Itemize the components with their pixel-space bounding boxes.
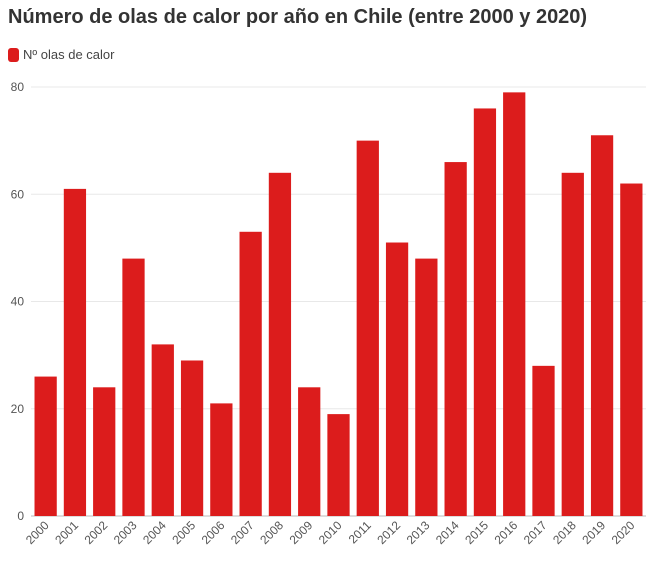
x-tick-label: 2010 [316,518,345,547]
x-tick-label: 2003 [111,518,140,547]
x-tick-label: 2013 [404,518,433,547]
legend-label: Nº olas de calor [23,47,115,62]
x-axis: 2000 2001 2002 2003 2004 2005 2006 2007 2008 2009… [23,518,638,547]
bar-2018 [561,172,584,517]
y-axis: 0 20 40 60 80 [11,80,25,523]
bar-2003 [122,258,145,516]
bar-2002 [93,387,116,516]
x-tick-label: 2012 [374,518,403,547]
bar-2007 [239,231,262,516]
bar-2017 [532,365,555,516]
bars [34,92,643,517]
bar-2016 [503,92,526,517]
y-tick-label: 0 [17,509,24,523]
bar-2009 [298,387,321,516]
x-tick-label: 2019 [579,518,608,547]
x-tick-label: 2011 [346,518,374,546]
bar-2015 [473,108,497,516]
bar-2001 [63,188,87,516]
x-tick-label: 2000 [23,518,52,547]
x-tick-label: 2016 [492,518,521,547]
x-tick-label: 2017 [521,518,550,547]
bar-2005 [180,360,204,516]
x-tick-label: 2014 [433,518,462,547]
legend-swatch [8,47,19,62]
bar-2006 [210,403,233,516]
bar-2011 [356,140,379,516]
x-tick-label: 2009 [287,518,316,547]
x-tick-label: 2005 [169,518,198,547]
bar-2019 [590,135,614,516]
y-tick-label: 20 [11,402,25,416]
y-tick-label: 40 [11,295,25,309]
bar-2010 [327,414,350,516]
x-tick-label: 2001 [52,518,81,547]
x-tick-label: 2004 [140,518,169,547]
y-tick-label: 60 [11,187,25,201]
x-tick-label: 2002 [82,518,111,547]
bar-2013 [415,258,438,516]
x-tick-label: 2008 [257,518,286,547]
y-tick-label: 80 [11,80,25,94]
x-tick-label: 2006 [199,518,228,547]
bar-2014 [444,162,467,516]
chart-title: Número de olas de calor por año en Chile… [8,6,588,28]
x-tick-label: 2020 [609,518,638,547]
x-tick-label: 2015 [462,518,491,547]
bar-2000 [34,376,57,516]
bar-2012 [385,242,409,516]
legend: Nº olas de calor [8,47,114,62]
bar-2004 [151,344,174,516]
x-tick-label: 2018 [550,518,579,547]
x-tick-label: 2007 [228,518,257,547]
bar-2020 [620,183,643,516]
bar-2008 [268,172,292,517]
